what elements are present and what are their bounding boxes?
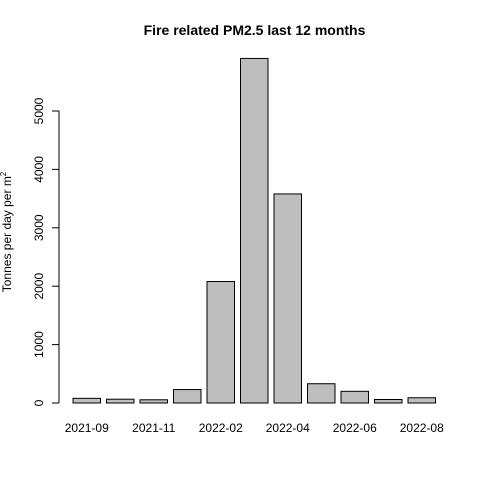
x-axis-labels: 2021-09 2021-11 2022-02 2022-04 2022-06 2022-…	[65, 421, 444, 435]
chart-title: Fire related PM2.5 last 12 months	[144, 22, 366, 38]
bar-2021-11	[139, 399, 168, 404]
y-tick-label: 1000	[32, 331, 46, 358]
y-tick-label: 4000	[32, 156, 46, 183]
bar-2022-02	[206, 281, 235, 404]
bar-2022-07	[374, 398, 403, 404]
y-tick-label: 5000	[32, 97, 46, 124]
y-tick-label: 3000	[32, 214, 46, 241]
bars	[72, 57, 436, 404]
bar-2021-10	[106, 398, 135, 404]
bar-2022-05	[307, 383, 336, 404]
x-tick-label: 2021-11	[132, 421, 175, 435]
y-axis-label-superscript: 2	[0, 171, 8, 176]
bar-2021-12	[173, 389, 202, 404]
bar-2022-03	[240, 57, 269, 404]
x-tick-label: 2022-02	[199, 421, 243, 435]
y-axis: 0 1000 2000 3000 4000 5000	[32, 97, 60, 406]
x-tick-label: 2022-08	[400, 421, 444, 435]
bar-2022-08	[407, 397, 436, 404]
x-tick-label: 2021-09	[65, 421, 109, 435]
bar-2022-06	[340, 390, 369, 404]
x-tick-label: 2022-04	[266, 421, 310, 435]
bar-2021-09	[72, 397, 101, 404]
bar-2022-04	[273, 193, 302, 404]
y-axis-label-text: Tonnes per day per m	[0, 176, 14, 292]
y-tick-label: 2000	[32, 273, 46, 300]
y-axis-label: Tonnes per day per m2	[0, 171, 14, 292]
x-tick-label: 2022-06	[333, 421, 377, 435]
y-tick-label: 0	[32, 399, 46, 406]
